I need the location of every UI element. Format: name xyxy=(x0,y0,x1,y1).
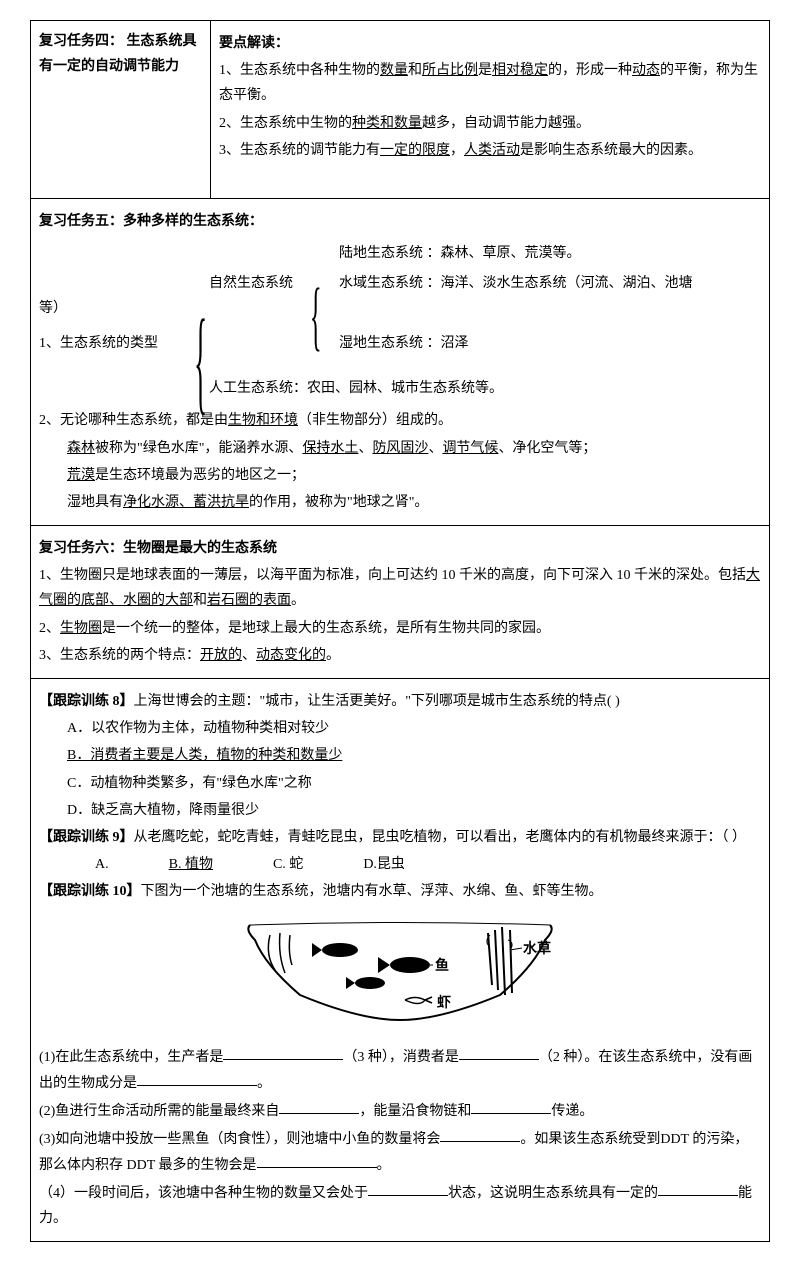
task6-title: 复习任务六：生物圈是最大的生态系统 xyxy=(39,536,761,561)
section-exercises: 【跟踪训练 8】上海世博会的主题："城市，让生活更美好。"下列哪项是城市生态系统… xyxy=(30,679,770,1242)
section-task6: 复习任务六：生物圈是最大的生态系统 1、生物圈只是地球表面的一薄层，以海平面为标… xyxy=(30,526,770,679)
natural-eco: 自然生态系统 xyxy=(209,271,293,296)
grass-label: 水草 xyxy=(523,940,551,957)
pond-diagram: 鱼 虾 水草 xyxy=(39,915,761,1034)
wetland-eco: 湿地生态系统 ：沼泽 xyxy=(339,331,469,356)
ex9-options: A. B. 植物 C. 蛇 D.昆虫 xyxy=(39,852,761,877)
ex9-optA: A. xyxy=(95,852,109,877)
ex9-stem: 【跟踪训练 9】从老鹰吃蛇，蛇吃青蛙，青蛙吃昆虫，昆虫吃植物，可以看出，老鹰体内… xyxy=(39,825,761,850)
ex8-optD: D．缺乏高大植物，降雨量很少 xyxy=(39,798,761,823)
shrimp-label: 虾 xyxy=(437,994,451,1011)
fish-label: 鱼 xyxy=(435,957,449,974)
task5-p5: 湿地具有净化水源、蓄洪抗旱的作用，被称为"地球之肾"。 xyxy=(39,490,761,515)
task4-p1: 1、生态系统中各种生物的数量和所占比例是相对稳定的，形成一种动态的平衡，称为生态… xyxy=(219,58,761,108)
ex9-optC: C. 蛇 xyxy=(273,852,303,877)
water-eco: 水域生态系统 ：海洋、淡水生态系统（河流、湖泊、池塘 xyxy=(339,271,693,296)
task6-p3: 3、生态系统的两个特点：开放的、动态变化的。 xyxy=(39,643,761,668)
tree-root: 1、生态系统的类型 xyxy=(39,331,158,356)
task5-p2: 2、无论哪种生态系统，都是由生物和环境（非生物部分）组成的。 xyxy=(39,408,761,433)
ex9-optB: B. 植物 xyxy=(169,852,213,877)
ex9-optD: D.昆虫 xyxy=(363,852,405,877)
task6-p2: 2、生物圈是一个统一的整体，是地球上最大的生态系统，是所有生物共同的家园。 xyxy=(39,616,761,641)
brace-icon: { xyxy=(310,248,322,387)
ecosystem-tree: 陆地生态系统 ：森林、草原、荒漠等。 自然生态系统 水域生态系统 ：海洋、淡水生… xyxy=(39,236,761,406)
task4-content: 要点解读： 1、生态系统中各种生物的数量和所占比例是相对稳定的，形成一种动态的平… xyxy=(211,21,769,198)
task4-p2: 2、生态系统中生物的种类和数量越多，自动调节能力越强。 xyxy=(219,111,761,136)
water-eco2: 等） xyxy=(39,296,67,321)
ex8-stem: 【跟踪训练 8】上海世博会的主题："城市，让生活更美好。"下列哪项是城市生态系统… xyxy=(39,689,761,714)
section-task4: 复习任务四： 生态系统具有一定的自动调节能力 要点解读： 1、生态系统中各种生物… xyxy=(30,20,770,199)
ex8-optA: A．以农作物为主体，动植物种类相对较少 xyxy=(39,716,761,741)
task5-title: 复习任务五：多种多样的生态系统： xyxy=(39,209,761,234)
task5-p4: 荒漠是生态环境最为恶劣的地区之一； xyxy=(39,463,761,488)
ex10-stem: 【跟踪训练 10】下图为一个池塘的生态系统，池塘内有水草、浮萍、水绵、鱼、虾等生… xyxy=(39,879,761,904)
key-points-heading: 要点解读： xyxy=(219,31,761,56)
ex8-optC: C．动植物种类繁多，有"绿色水库"之称 xyxy=(39,771,761,796)
task5-p3: 森林被称为"绿色水库"，能涵养水源、保持水土、防风固沙、调节气候、净化空气等； xyxy=(39,436,761,461)
ex8-optB: B．消费者主要是人类，植物的种类和数量少 xyxy=(39,743,761,768)
ex10-q3: (3)如向池塘中投放一些黑鱼（肉食性），则池塘中小鱼的数量将会。如果该生态系统受… xyxy=(39,1126,761,1178)
ex10-q4: （4）一段时间后，该池塘中各种生物的数量又会处于状态，这说明生态系统具有一定的能… xyxy=(39,1180,761,1231)
task4-title: 复习任务四： 生态系统具有一定的自动调节能力 xyxy=(31,21,211,198)
section-task5: 复习任务五：多种多样的生态系统： 陆地生态系统 ：森林、草原、荒漠等。 自然生态… xyxy=(30,199,770,526)
ex10-q1: (1)在此生态系统中，生产者是（3 种），消费者是（2 种）。在该生态系统中，没… xyxy=(39,1044,761,1096)
artificial-eco: 人工生态系统：农田、园林、城市生态系统等。 xyxy=(209,376,503,401)
ex10-q2: (2)鱼进行生命活动所需的能量最终来自，能量沿食物链和传递。 xyxy=(39,1098,761,1124)
task4-p3: 3、生态系统的调节能力有一定的限度，人类活动是影响生态系统最大的因素。 xyxy=(219,138,761,163)
brace-icon: { xyxy=(194,257,207,468)
task6-p1: 1、生物圈只是地球表面的一薄层，以海平面为标准，向上可达约 10 千米的高度，向… xyxy=(39,563,761,613)
land-eco: 陆地生态系统 ：森林、草原、荒漠等。 xyxy=(339,241,581,266)
